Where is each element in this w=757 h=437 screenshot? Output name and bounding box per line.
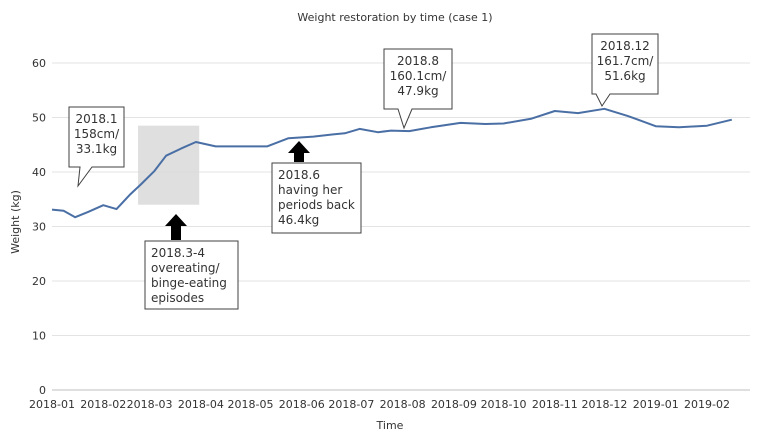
shaded-region [138,125,200,205]
x-tick-label: 2018-05 [227,398,273,411]
up-arrow-icon [165,214,187,240]
annotation-line: 158cm/ [74,127,120,141]
x-tick-label: 2018-08 [380,398,426,411]
x-tick-label: 2019-01 [633,398,679,411]
y-tick-label: 0 [39,384,46,397]
annotation-line: episodes [151,291,204,305]
y-tick-label: 20 [32,275,46,288]
x-tick-label: 2018-07 [328,398,374,411]
annotation-line: 33.1kg [76,142,117,156]
annotation-line: having her [278,183,342,197]
x-tick-label: 2018-09 [431,398,477,411]
y-tick-label: 30 [32,221,46,234]
x-tick-label: 2018-01 [29,398,75,411]
x-tick-label: 2018-03 [127,398,173,411]
annotation-line: 2018.3-4 [151,246,205,260]
y-tick-labels: 0 10 20 30 40 50 60 [32,57,46,397]
annotation-box [144,240,239,310]
binge-period-shade [138,125,200,205]
annotation-line: 47.9kg [397,84,438,98]
y-tick-label: 60 [32,57,46,70]
callout-box [383,48,453,130]
chart-title: Weight restoration by time (case 1) [297,11,492,24]
y-tick-label: 40 [32,166,46,179]
annotation-line: binge-eating [151,276,227,290]
annotation-line: 2018.6 [278,168,320,182]
annotation-box [271,162,362,234]
annotation-line: 46.4kg [278,213,319,227]
x-tick-label: 2018-02 [80,398,126,411]
x-tick-label: 2018-11 [532,398,578,411]
annotation-line: 2018.12 [600,39,650,53]
up-arrow-icon [288,141,310,162]
x-tick-labels: 2018-01 2018-02 2018-03 2018-04 2018-05 2018-… [29,398,730,411]
annotation-line: 160.1cm/ [390,69,448,83]
x-tick-label: 2018-12 [581,398,627,411]
x-tick-label: 2018-10 [481,398,527,411]
y-tick-label: 10 [32,330,46,343]
x-tick-label: 2018-06 [279,398,325,411]
annotation-line: 2018.1 [76,112,118,126]
x-tick-label: 2019-02 [684,398,730,411]
weight-series-line [51,107,733,219]
annotation-line: 51.6kg [604,69,645,83]
annotation-line: 161.7cm/ [597,54,655,68]
x-tick-label: 2018-04 [178,398,224,411]
y-tick-label: 50 [32,112,46,125]
annotation-line: overeating/ [151,261,220,275]
callout-box [591,33,659,107]
annotation-line: 2018.8 [397,54,439,68]
series-group [51,107,733,219]
y-axis-label: Weight (kg) [9,190,22,254]
annotation-line: periods back [278,198,355,212]
x-axis-label: Time [376,419,404,432]
callout-box [68,106,125,188]
